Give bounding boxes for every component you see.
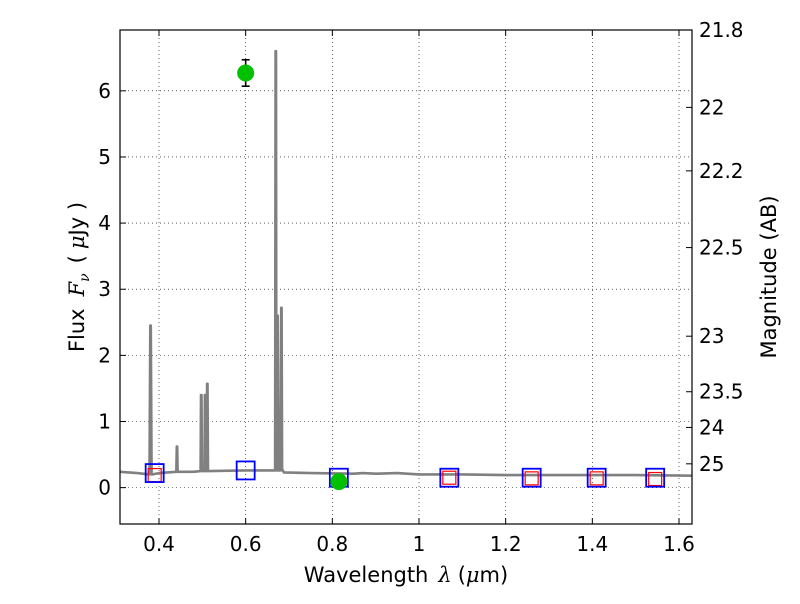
x-tick-label: 1 — [413, 532, 426, 556]
series-detections — [237, 58, 348, 491]
series-model-photometry — [147, 467, 663, 487]
y2-tick-label: 22.2 — [699, 159, 744, 183]
square-marker — [521, 467, 542, 488]
x-axis-title-unit-open: ( — [458, 563, 466, 587]
circle-marker — [237, 64, 255, 82]
x-tick-label: 1.6 — [663, 532, 695, 556]
circle-marker — [330, 473, 348, 491]
x-axis-title-unit-mu: μ — [466, 563, 480, 587]
x-axis-title-unit-rest: m) — [480, 563, 509, 587]
y-axis-title-f: F — [65, 280, 89, 297]
y2-tick-label: 24 — [699, 415, 724, 439]
spectrum-line — [119, 49, 693, 477]
y2-tick-label: 22.5 — [699, 236, 744, 260]
x-tick-label: 0.6 — [230, 532, 262, 556]
square-marker — [524, 471, 539, 486]
y-axis-title-nu: ν — [77, 273, 93, 282]
data-layer — [119, 49, 693, 491]
y-tick-label: 6 — [98, 79, 111, 103]
x-tick-label: 1.2 — [490, 532, 522, 556]
series-photometry-upper-limits — [144, 460, 666, 488]
x-tick-label: 0.8 — [316, 532, 348, 556]
y2-tick-label: 25 — [699, 452, 724, 476]
y2-tick-label: 22 — [699, 95, 724, 119]
y-axis-title-word: Flux — [65, 308, 89, 352]
x-axis-title-lambda: λ — [437, 563, 451, 587]
x-axis-title-word: Wavelength — [304, 563, 429, 587]
y-axis-title-unit-mu: μ — [65, 235, 89, 249]
series-model-spectrum — [119, 49, 693, 477]
y-axis-title-unit-rest: Jy ) — [65, 202, 89, 238]
grid-layer — [120, 30, 692, 524]
tick-layer: 0.4 0.6 0.8 1 1.2 1.4 1.6012345621.82222.222.5… — [98, 18, 743, 556]
square-marker — [648, 471, 663, 487]
square-marker — [442, 470, 457, 485]
y2-tick-label: 21.8 — [699, 18, 744, 42]
y-tick-label: 2 — [98, 343, 111, 367]
square-marker — [645, 467, 666, 488]
y2-tick-label: 23.5 — [699, 380, 744, 404]
y-axis-title: Flux Fν ( μJy ) — [65, 202, 93, 352]
y2-tick-label: 23 — [699, 324, 724, 348]
plot-background — [120, 30, 692, 524]
x-tick-label: 1.4 — [576, 532, 608, 556]
x-tick-label: 0.4 — [143, 532, 175, 556]
y-tick-label: 4 — [98, 211, 111, 235]
y-tick-label: 0 — [98, 476, 111, 500]
square-marker — [439, 467, 460, 488]
y-tick-label: 1 — [98, 409, 111, 433]
y-tick-label: 3 — [98, 277, 111, 301]
square-marker — [589, 471, 604, 486]
y-tick-label: 5 — [98, 145, 111, 169]
square-marker — [144, 463, 165, 483]
square-marker — [235, 460, 256, 481]
y2-axis-title: Magnitude (AB) — [757, 195, 781, 358]
y-axis-title-unit-open: ( — [65, 255, 89, 263]
x-axis-title: Wavelength λ (μm) — [304, 563, 508, 587]
square-marker — [586, 467, 607, 488]
plot-frame — [119, 29, 693, 525]
